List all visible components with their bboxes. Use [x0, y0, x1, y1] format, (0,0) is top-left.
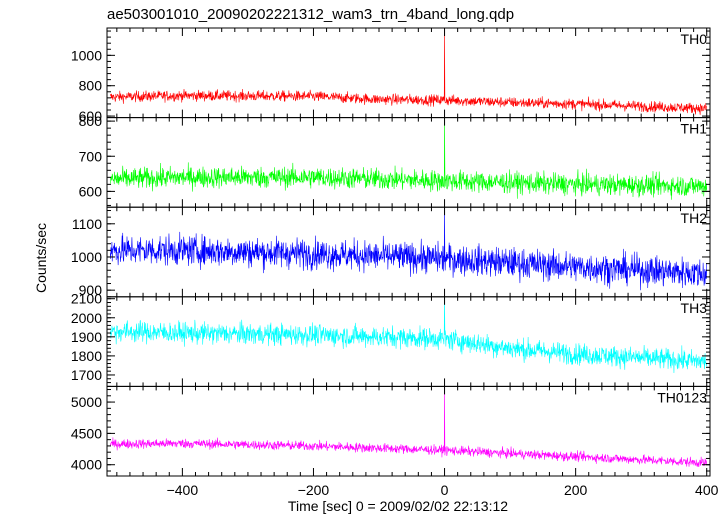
x-tick-label: −200 — [298, 482, 330, 498]
y-tick-label: 5000 — [71, 394, 102, 410]
panel-th0: 600 800 1000 TH0 — [71, 27, 711, 124]
y-tick-label: 2000 — [71, 310, 102, 326]
panel-th0123: 4000 4500 5000 TH0123 — [71, 385, 711, 477]
panel-label-th2: TH2 — [681, 210, 708, 226]
y-tick-label: 900 — [79, 282, 103, 298]
y-tick-label: 2100 — [71, 291, 102, 307]
series-line-th0 — [110, 28, 708, 115]
x-tick-label: −400 — [167, 482, 199, 498]
y-tick-label: 1800 — [71, 348, 102, 364]
series-line-th3 — [109, 296, 708, 373]
chart-title: ae503001010_20090202221312_wam3_trn_4ban… — [107, 6, 514, 23]
x-tick-label: 400 — [695, 482, 719, 498]
y-tick-label: 1900 — [71, 329, 102, 345]
panel-label-th1: TH1 — [681, 121, 708, 137]
x-tick-label: 200 — [564, 482, 588, 498]
panel-label-th3: TH3 — [681, 300, 708, 316]
y-tick-label: 800 — [79, 113, 103, 129]
panel-label-th0123: TH0123 — [657, 389, 707, 405]
series-line-th0123 — [109, 386, 708, 468]
y-tick-label: 700 — [79, 148, 103, 164]
y-tick-label: 1100 — [72, 216, 102, 232]
y-tick-label: 4000 — [71, 457, 102, 473]
y-tick-label: 4500 — [71, 425, 102, 441]
panel-label-th0: TH0 — [681, 31, 708, 47]
panel-th3: 1700 1800 1900 2000 2100 TH3 — [71, 291, 711, 387]
x-axis: −400 −200 0 200 400 — [167, 482, 719, 498]
x-axis-label: Time [sec] 0 = 2009/02/02 22:13:12 — [288, 498, 508, 514]
x-tick-label: 0 — [441, 482, 449, 498]
y-tick-label: 1000 — [71, 249, 102, 265]
y-axis-label: Counts/sec — [33, 223, 49, 293]
panel-th2: 900 1000 1100 TH2 — [71, 206, 711, 298]
y-tick-label: 600 — [79, 183, 103, 199]
y-tick-label: 800 — [79, 78, 103, 94]
y-tick-label: 1000 — [71, 47, 102, 63]
y-tick-label: 600 — [79, 108, 103, 124]
series-line-th1 — [109, 117, 708, 200]
panel-frame — [106, 385, 711, 477]
series-line-th2 — [109, 207, 708, 291]
y-tick-label: 1700 — [71, 367, 102, 383]
panel-th1: 600 700 800 TH1 — [79, 113, 711, 208]
